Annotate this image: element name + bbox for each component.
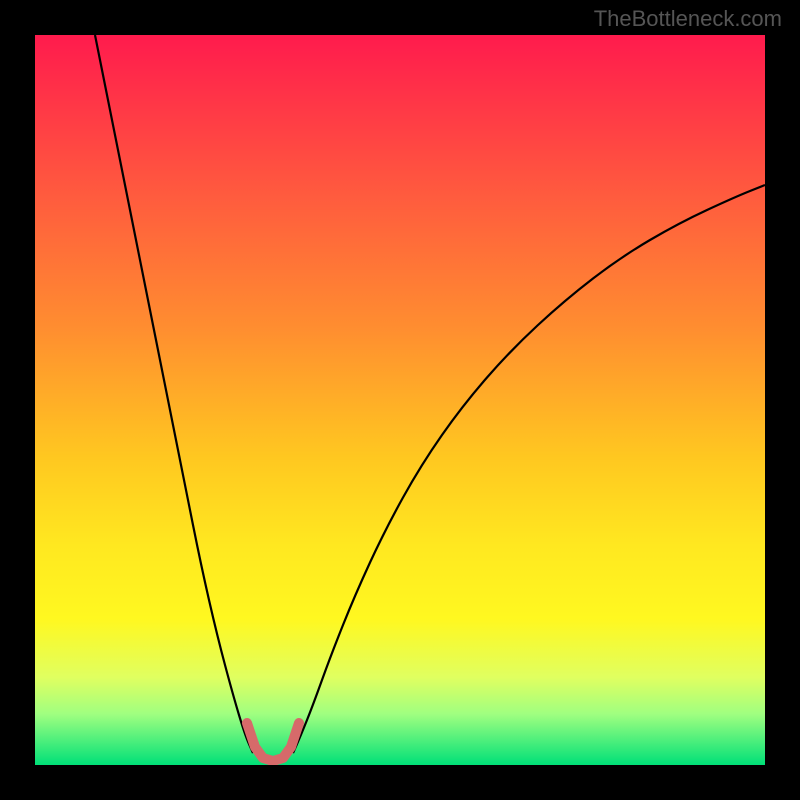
chart-frame: TheBottleneck.com	[0, 0, 800, 800]
watermark-text: TheBottleneck.com	[594, 6, 782, 32]
bottleneck-curve-svg	[35, 35, 765, 765]
optimal-marker	[247, 723, 299, 761]
right-curve	[293, 185, 765, 753]
plot-area	[35, 35, 765, 765]
left-curve	[95, 35, 253, 753]
